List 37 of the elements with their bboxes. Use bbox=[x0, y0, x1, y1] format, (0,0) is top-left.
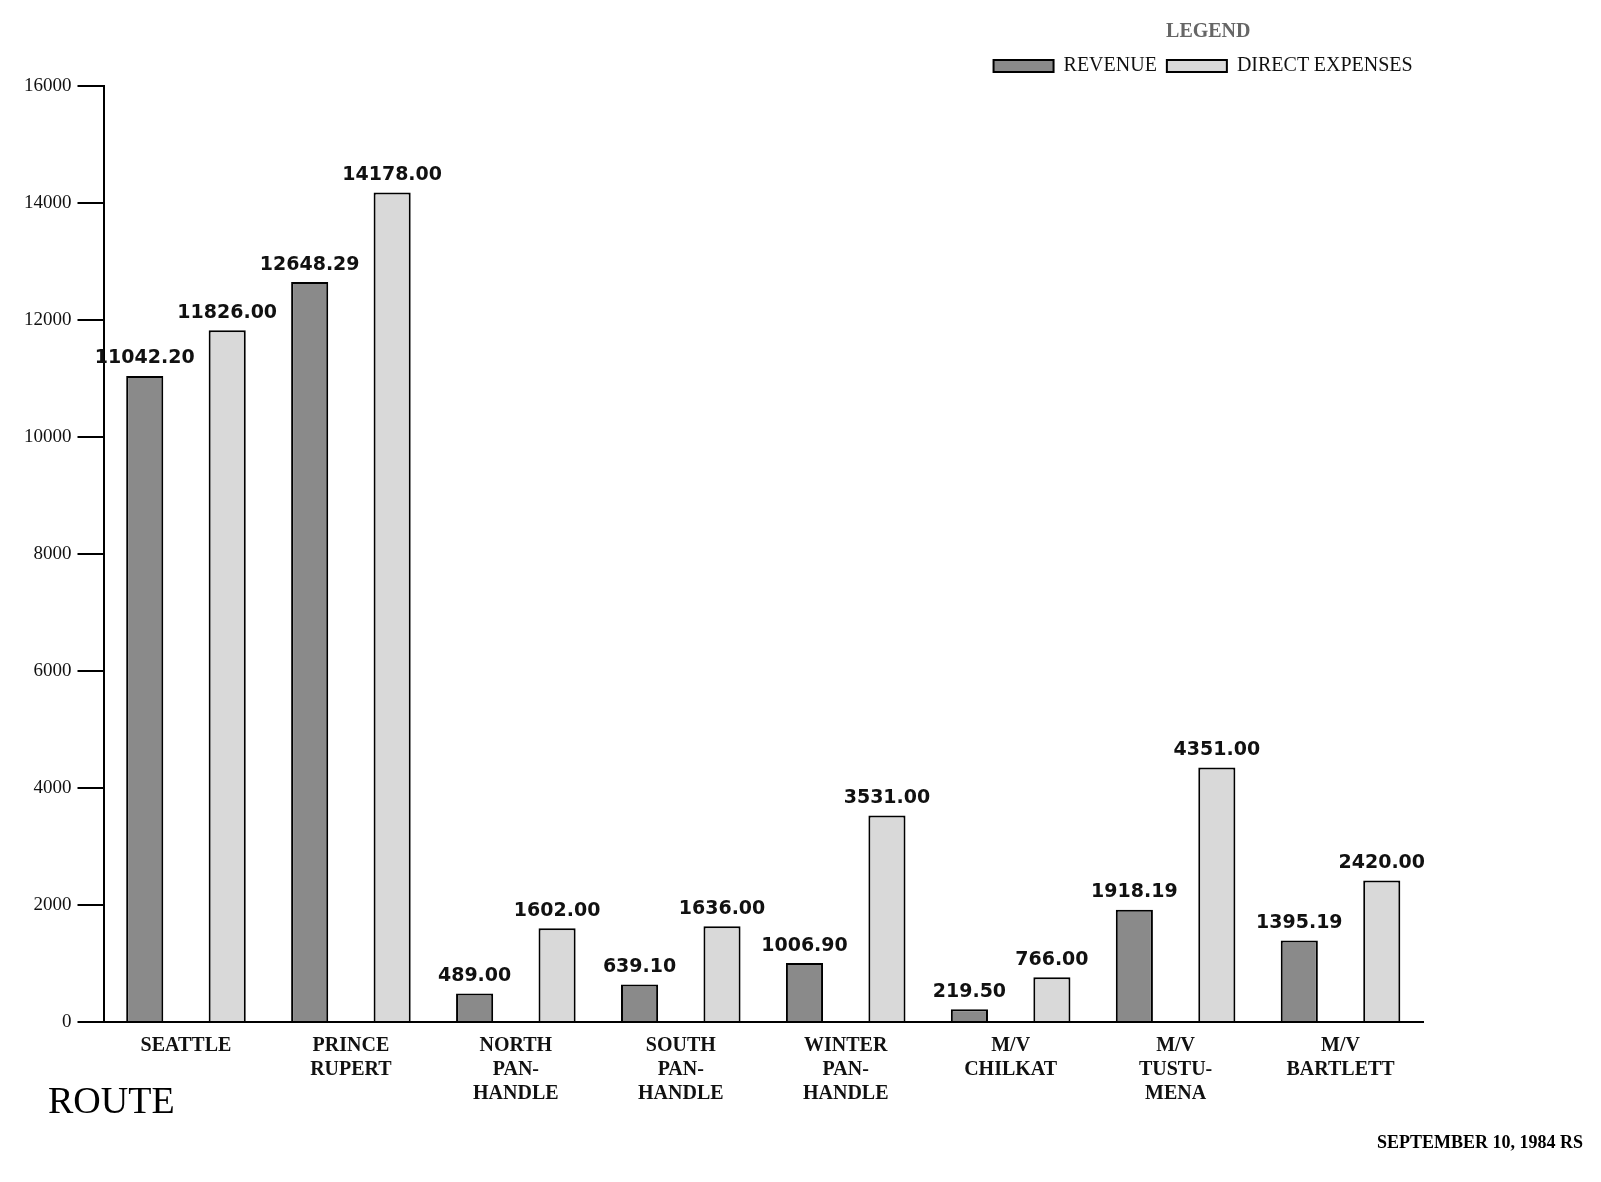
data-label: 1636.00 bbox=[678, 895, 766, 918]
x-tick-label: PRINCE RUPERT bbox=[310, 1033, 393, 1080]
y-tick-label: 6000 bbox=[33, 658, 72, 680]
x-tick-label: M/V TUSTU- MENA bbox=[1138, 1033, 1213, 1104]
x-tick-label: WINTER PAN- HANDLE bbox=[802, 1033, 889, 1104]
legend-label: REVENUE bbox=[1063, 53, 1157, 76]
data-label: 219.50 bbox=[932, 978, 1007, 1001]
data-label: 14178.00 bbox=[342, 162, 443, 185]
y-tick-label: 0 bbox=[62, 1009, 72, 1031]
x-axis-title: ROUTE bbox=[48, 1078, 175, 1122]
y-tick-label: 4000 bbox=[33, 775, 72, 797]
y-tick-label: 8000 bbox=[33, 541, 72, 563]
legend-label: DIRECT EXPENSES bbox=[1236, 53, 1413, 76]
data-label: 11826.00 bbox=[177, 299, 278, 322]
y-tick-label: 2000 bbox=[33, 892, 72, 914]
data-label: 766.00 bbox=[1015, 946, 1089, 969]
x-tick-label: SOUTH PAN- HANDLE bbox=[637, 1033, 724, 1104]
x-tick-label: NORTH PAN- HANDLE bbox=[473, 1033, 559, 1104]
y-tick-label: 14000 bbox=[24, 190, 72, 212]
y-tick-label: 12000 bbox=[24, 307, 72, 329]
data-label: 489.00 bbox=[437, 962, 512, 985]
text: SEPTEMBER 10, 1984 RS bbox=[1376, 1132, 1583, 1153]
x-tick-label: SEATTLE bbox=[140, 1033, 232, 1056]
data-label: 1006.90 bbox=[761, 932, 848, 955]
y-tick-label: 16000 bbox=[24, 73, 72, 95]
data-label: 639.10 bbox=[602, 954, 677, 977]
x-tick-label: M/V CHILKAT bbox=[964, 1033, 1058, 1080]
data-label: 1395.19 bbox=[1256, 909, 1343, 932]
x-tick-label: M/V BARTLETT bbox=[1286, 1033, 1396, 1080]
data-label: 12648.29 bbox=[259, 251, 360, 274]
y-tick-label: 10000 bbox=[24, 424, 72, 446]
legend-title: LEGEND bbox=[1166, 19, 1251, 42]
data-label: 2420.00 bbox=[1338, 849, 1426, 872]
data-label: 1602.00 bbox=[513, 897, 601, 920]
data-label: 3531.00 bbox=[843, 784, 931, 807]
data-label: 1918.19 bbox=[1091, 879, 1178, 902]
data-label: 4351.00 bbox=[1173, 736, 1261, 759]
